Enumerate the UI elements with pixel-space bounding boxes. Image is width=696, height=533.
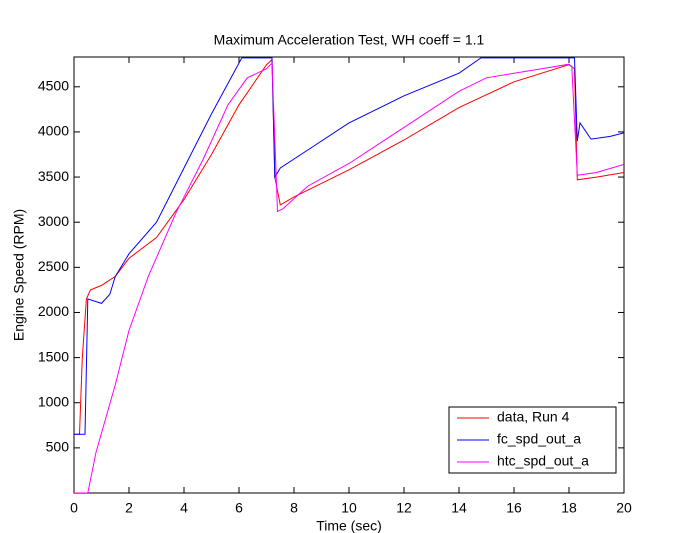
x-tick-label: 18 (561, 500, 577, 516)
y-tick-label: 2000 (38, 303, 69, 319)
series-line (74, 62, 624, 493)
x-tick-label: 0 (70, 500, 78, 516)
y-tick-label: 2500 (38, 258, 69, 274)
x-tick-label: 20 (616, 500, 632, 516)
y-tick-label: 1000 (38, 393, 69, 409)
x-tick-label: 8 (290, 500, 298, 516)
x-tick-label: 14 (451, 500, 467, 516)
legend-label: fc_spd_out_a (497, 431, 581, 447)
series-line (74, 57, 624, 435)
y-tick-label: 3500 (38, 168, 69, 184)
series-line (74, 58, 624, 435)
chart-title: Maximum Acceleration Test, WH coeff = 1.… (214, 32, 485, 48)
y-tick-label: 4500 (38, 77, 69, 93)
y-tick-label: 3000 (38, 213, 69, 229)
x-tick-label: 6 (235, 500, 243, 516)
x-tick-label: 4 (180, 500, 188, 516)
x-axis-label: Time (sec) (316, 518, 382, 533)
x-tick-label: 12 (396, 500, 412, 516)
x-tick-label: 2 (125, 500, 133, 516)
x-tick-label: 10 (341, 500, 357, 516)
x-tick-label: 16 (506, 500, 522, 516)
legend-label: data, Run 4 (497, 409, 570, 425)
y-tick-label: 1500 (38, 348, 69, 364)
y-axis-label: Engine Speed (RPM) (11, 209, 27, 341)
legend-label: htc_spd_out_a (497, 453, 589, 469)
y-tick-label: 4000 (38, 123, 69, 139)
y-tick-label: 500 (46, 439, 70, 455)
